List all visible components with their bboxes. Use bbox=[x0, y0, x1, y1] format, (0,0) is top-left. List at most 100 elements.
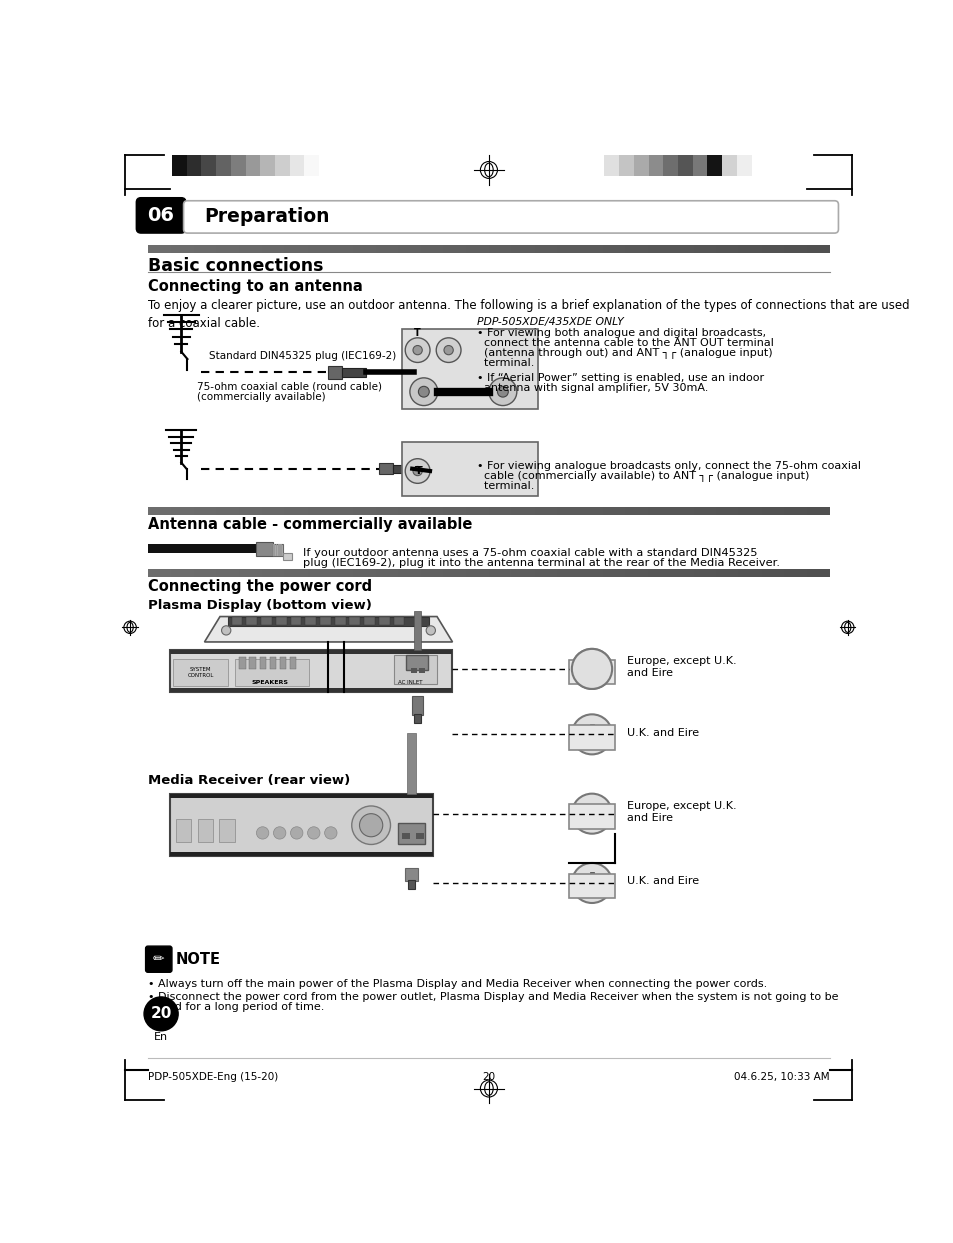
Circle shape bbox=[497, 387, 508, 397]
Bar bbox=[349, 618, 360, 625]
Circle shape bbox=[571, 649, 612, 689]
Bar bbox=[568, 874, 615, 899]
Text: 20: 20 bbox=[151, 1007, 172, 1022]
Circle shape bbox=[595, 660, 600, 666]
Bar bbox=[245, 155, 260, 177]
Bar bbox=[148, 544, 256, 553]
Text: (antenna through out) and ANT ┐┌ (analogue input): (antenna through out) and ANT ┐┌ (analog… bbox=[476, 348, 772, 359]
Text: terminal.: terminal. bbox=[476, 481, 534, 491]
Text: T: T bbox=[415, 466, 422, 476]
Bar bbox=[342, 368, 365, 377]
Circle shape bbox=[413, 466, 422, 476]
Bar bbox=[219, 819, 234, 843]
Bar bbox=[394, 655, 436, 685]
Bar bbox=[280, 544, 282, 557]
Text: used for a long period of time.: used for a long period of time. bbox=[148, 1002, 324, 1012]
Bar bbox=[270, 656, 275, 669]
Text: 04.6.25, 10:33 AM: 04.6.25, 10:33 AM bbox=[734, 1071, 829, 1081]
Bar bbox=[275, 544, 277, 557]
Bar bbox=[201, 155, 216, 177]
Bar bbox=[231, 155, 245, 177]
Circle shape bbox=[410, 378, 437, 405]
Bar bbox=[692, 155, 707, 177]
FancyBboxPatch shape bbox=[136, 198, 186, 234]
Bar bbox=[261, 618, 272, 625]
Text: connect the antenna cable to the ANT OUT terminal: connect the antenna cable to the ANT OUT… bbox=[476, 338, 774, 348]
Circle shape bbox=[256, 827, 269, 839]
Text: If your outdoor antenna uses a 75-ohm coaxial cable with a standard DIN45325: If your outdoor antenna uses a 75-ohm co… bbox=[303, 548, 757, 558]
Bar bbox=[239, 656, 245, 669]
Text: NOTE: NOTE bbox=[175, 952, 220, 967]
Bar bbox=[275, 618, 286, 625]
Text: • If “Aerial Power” setting is enabled, use an indoor: • If “Aerial Power” setting is enabled, … bbox=[476, 373, 763, 383]
Circle shape bbox=[436, 338, 460, 363]
Bar bbox=[412, 696, 422, 715]
Bar bbox=[256, 542, 274, 556]
Bar bbox=[328, 367, 342, 379]
Circle shape bbox=[274, 827, 286, 839]
Text: • Always turn off the main power of the Plasma Display and Media Receiver when c: • Always turn off the main power of the … bbox=[148, 979, 766, 989]
Text: 06: 06 bbox=[148, 206, 174, 225]
Text: 20: 20 bbox=[482, 1071, 495, 1081]
Circle shape bbox=[307, 827, 319, 839]
Bar bbox=[232, 618, 242, 625]
Bar bbox=[678, 155, 692, 177]
Bar bbox=[648, 155, 662, 177]
Text: 75-ohm coaxial cable (round cable): 75-ohm coaxial cable (round cable) bbox=[196, 382, 381, 392]
Text: • For viewing both analogue and digital broadcasts,: • For viewing both analogue and digital … bbox=[476, 328, 765, 338]
Circle shape bbox=[291, 827, 303, 839]
Bar bbox=[406, 733, 416, 794]
Bar bbox=[187, 155, 201, 177]
Text: En: En bbox=[153, 1032, 168, 1042]
Circle shape bbox=[405, 459, 430, 484]
Bar bbox=[394, 618, 404, 625]
Bar bbox=[378, 464, 393, 474]
Circle shape bbox=[582, 660, 588, 666]
Bar bbox=[405, 868, 417, 881]
Bar bbox=[170, 650, 452, 692]
Text: Preparation: Preparation bbox=[204, 208, 330, 226]
Text: (commercially available): (commercially available) bbox=[196, 392, 325, 401]
Circle shape bbox=[221, 625, 231, 635]
Text: Antenna cable - commercially available: Antenna cable - commercially available bbox=[148, 517, 472, 532]
Bar bbox=[393, 465, 412, 472]
Bar bbox=[618, 155, 633, 177]
Bar bbox=[585, 879, 590, 885]
Text: Connecting the power cord: Connecting the power cord bbox=[148, 579, 372, 594]
Text: and Eire: and Eire bbox=[626, 813, 672, 823]
Text: To enjoy a clearer picture, use an outdoor antenna. The following is a brief exp: To enjoy a clearer picture, use an outdo… bbox=[148, 300, 908, 331]
Bar bbox=[662, 155, 678, 177]
Text: Media Receiver (rear view): Media Receiver (rear view) bbox=[148, 774, 350, 787]
Bar bbox=[721, 155, 736, 177]
Bar bbox=[319, 618, 331, 625]
Bar bbox=[364, 618, 375, 625]
Bar bbox=[604, 155, 618, 177]
Circle shape bbox=[352, 805, 390, 844]
Text: Basic connections: Basic connections bbox=[148, 257, 323, 275]
Bar bbox=[418, 669, 424, 672]
Circle shape bbox=[571, 715, 612, 755]
Bar bbox=[246, 618, 257, 625]
Circle shape bbox=[595, 804, 600, 810]
Bar bbox=[278, 544, 279, 557]
Text: PDP-505XDE-Eng (15-20): PDP-505XDE-Eng (15-20) bbox=[148, 1071, 278, 1081]
Bar bbox=[291, 618, 301, 625]
Bar bbox=[568, 804, 615, 829]
Polygon shape bbox=[204, 617, 452, 641]
Text: Connecting to an antenna: Connecting to an antenna bbox=[148, 278, 362, 293]
Circle shape bbox=[426, 625, 435, 635]
Text: ✏: ✏ bbox=[152, 952, 165, 966]
Bar bbox=[290, 155, 304, 177]
Circle shape bbox=[418, 387, 429, 397]
Bar bbox=[402, 328, 537, 409]
Circle shape bbox=[405, 338, 430, 363]
Bar bbox=[259, 656, 266, 669]
Bar bbox=[397, 823, 425, 844]
Bar bbox=[249, 656, 255, 669]
Bar bbox=[736, 155, 751, 177]
Bar bbox=[568, 725, 615, 750]
Bar bbox=[304, 155, 319, 177]
Text: Europe, except U.K.: Europe, except U.K. bbox=[626, 800, 736, 810]
Circle shape bbox=[488, 378, 517, 405]
FancyBboxPatch shape bbox=[183, 201, 838, 234]
